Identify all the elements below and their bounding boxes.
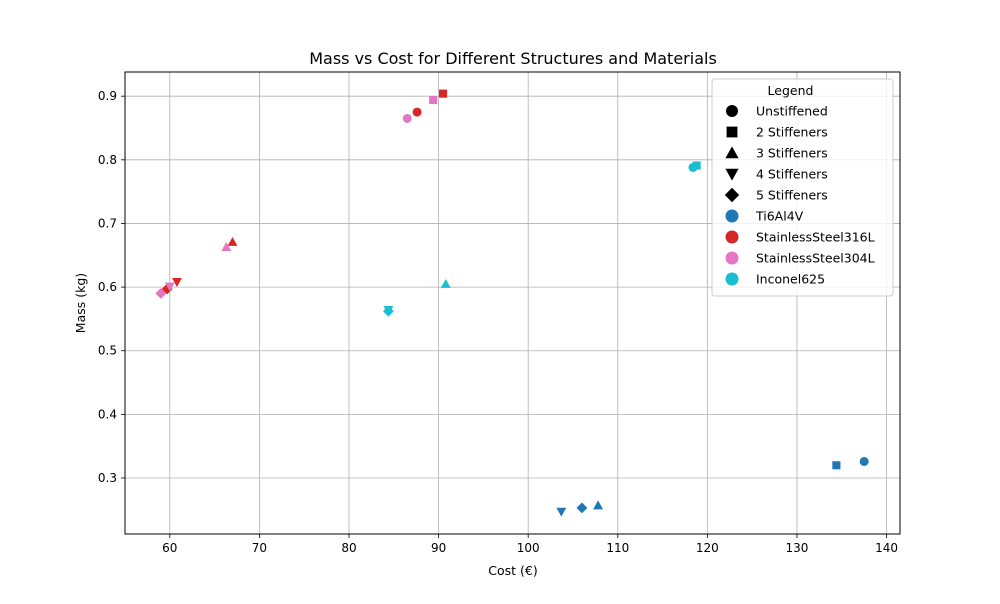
x-axis-label: Cost (€): [488, 563, 537, 578]
data-point: [440, 278, 451, 288]
legend-label: 5 Stiffeners: [756, 188, 828, 203]
y-tick-label: 0.3: [98, 471, 117, 485]
x-axis-ticks: 60 70 80 90 100 110 120 130 140: [162, 534, 898, 555]
legend-label: Unstiffened: [756, 104, 828, 119]
data-point: [576, 502, 588, 514]
x-tick-label: 80: [341, 541, 356, 555]
legend-marker: [725, 168, 739, 181]
data-point: [172, 278, 182, 287]
legend-label: 2 Stiffeners: [756, 125, 828, 140]
y-axis-ticks: 0.3 0.4 0.5 0.6 0.7 0.8 0.9: [98, 89, 125, 485]
legend-label: 3 Stiffeners: [756, 146, 828, 161]
y-tick-label: 0.5: [98, 344, 117, 358]
chart-title: Mass vs Cost for Different Structures an…: [309, 49, 717, 68]
data-point: [429, 95, 438, 105]
data-point: [402, 113, 412, 123]
y-axis-label: Mass (kg): [73, 273, 88, 333]
legend-marker: [726, 105, 738, 117]
legend-marker: [724, 187, 740, 203]
data-point: [227, 236, 238, 246]
y-tick-label: 0.7: [98, 216, 117, 230]
legend-title: Legend: [768, 83, 814, 98]
data-point: [412, 107, 422, 117]
x-tick-label: 140: [875, 541, 898, 555]
x-tick-label: 100: [517, 541, 540, 555]
data-point: [155, 288, 167, 299]
x-tick-label: 130: [786, 541, 809, 555]
x-tick-label: 60: [162, 541, 177, 555]
legend-marker: [725, 251, 739, 265]
legend-marker: [725, 272, 739, 286]
legend-label: Ti6Al4V: [755, 209, 804, 224]
legend-marker: [725, 209, 739, 223]
y-tick-label: 0.4: [98, 407, 117, 421]
legend-marker: [725, 230, 739, 244]
x-tick-label: 70: [252, 541, 267, 555]
x-tick-label: 120: [696, 541, 719, 555]
data-point: [221, 242, 232, 251]
legend: Legend Unstiffened 2 Stiffeners 3 Stiffener…: [711, 78, 894, 297]
data-point: [164, 282, 175, 292]
x-tick-label: 90: [431, 541, 446, 555]
data-points: [155, 89, 869, 517]
legend-label: StainlessSteel304L: [756, 251, 875, 266]
plot-frame: [124, 71, 901, 535]
legend-label: Inconel625: [756, 272, 825, 287]
legend-marker: [725, 146, 739, 159]
legend-label: StainlessSteel316L: [756, 230, 875, 245]
y-tick-label: 0.8: [98, 153, 117, 167]
data-point: [439, 89, 448, 98]
legend-label: 4 Stiffeners: [756, 167, 828, 182]
data-point: [692, 161, 701, 170]
data-point: [161, 283, 173, 295]
data-point: [859, 456, 869, 466]
y-tick-label: 0.6: [98, 280, 117, 294]
data-point: [832, 461, 841, 470]
data-point: [593, 500, 604, 510]
data-point: [556, 507, 567, 517]
y-tick-label: 0.9: [98, 89, 117, 103]
data-point: [383, 305, 394, 317]
legend-marker: [726, 126, 738, 138]
legend-box: [711, 78, 894, 297]
x-tick-label: 110: [606, 541, 629, 555]
